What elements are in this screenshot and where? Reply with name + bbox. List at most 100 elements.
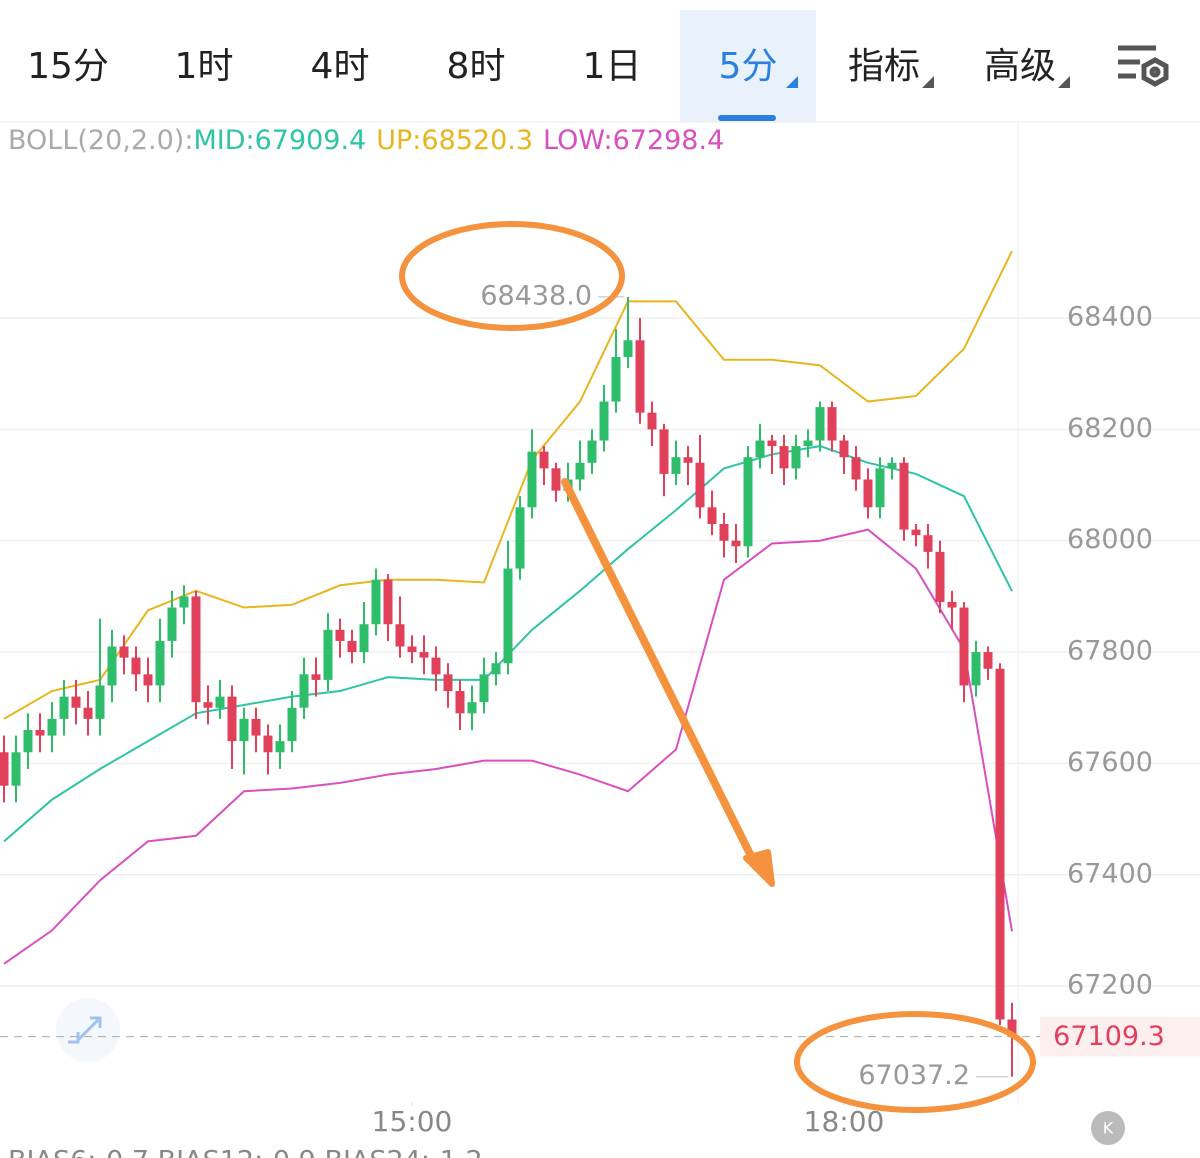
candle-body [1007,1019,1017,1037]
candle-body [179,596,189,608]
candle-body [83,707,93,719]
highlight-circle [399,221,625,331]
candle-body [395,624,405,647]
candle-body [719,524,729,541]
candle-body [587,440,597,463]
candle-body [899,462,909,530]
y-tick-label: 67600 [1067,747,1153,778]
candle-body [815,407,825,441]
logo-mark: K [1103,1119,1114,1138]
candle-body [119,646,129,658]
candle-body [887,462,897,469]
candle-body [23,730,33,753]
legend-entry: BOLL(20,2.0): [8,125,193,156]
candle-body [167,607,177,641]
candle-body [767,440,777,447]
candle-body [779,446,789,469]
y-tick-label: 67200 [1067,970,1153,1001]
candle-body [47,718,57,736]
candle-body [851,457,861,480]
candle-body [59,696,69,719]
candle-body [695,462,705,508]
candle-body [803,440,813,447]
active-tab-bg [680,10,816,122]
tab[interactable]: 8时 [447,46,506,87]
candle-body [95,685,105,719]
y-tick-label: 67400 [1067,858,1153,889]
candle-body [923,535,933,552]
candle-body [935,551,945,602]
candle-body [0,752,9,786]
candle-body [107,646,117,686]
candle-body [515,507,525,569]
tab[interactable]: 高级 [984,46,1056,87]
legend-entry: MID:67909.4 [193,125,366,156]
candle-body [239,718,249,742]
candle-body [299,674,309,708]
candle-body [251,718,261,736]
candle-body [863,479,873,508]
tab[interactable]: 指标 [848,46,920,87]
candle-body [35,730,45,736]
candle-body [443,674,453,692]
candle-body [611,357,621,402]
candle-body [635,340,645,413]
low-label: 67037.2 [858,1060,970,1091]
y-tick-label: 68200 [1067,413,1153,444]
candle-body [263,735,273,753]
footer-indicator: BIAS6:-0.7 BIAS12:-0.9 BIAS24:-1.2 [8,1146,483,1158]
candle-body [527,451,537,508]
dropdown-caret [922,76,934,88]
candle-body [479,674,489,703]
candle-body [383,579,393,625]
candle-body [11,752,21,786]
legend-entry: LOW:67298.4 [543,125,724,156]
highlight-circle [794,1011,1036,1113]
candle-body [827,407,837,441]
active-tab-indicator [718,115,776,121]
dropdown-caret [1058,76,1070,88]
tab[interactable]: 4时 [311,46,370,87]
candle-body [467,702,477,714]
candle-body [347,640,357,653]
trend-arrow [561,478,760,870]
candle-body [275,741,285,753]
candle-body [131,657,141,675]
candle-body [731,540,741,547]
tab[interactable]: 15分 [27,46,109,87]
tab[interactable]: 5分 [719,46,778,87]
legend-entry: UP:68520.3 [376,125,533,156]
candle-body [155,640,165,686]
candle-body [335,629,345,641]
candle-body [311,674,321,680]
expand-button[interactable] [56,998,120,1062]
candle-body [983,652,993,669]
candle-body [659,429,669,474]
candle-body [287,707,297,742]
candle-body [323,629,333,680]
candle-body [839,440,849,458]
candle-body [359,624,369,653]
candle-body [707,507,717,525]
settings-icon[interactable] [1118,45,1169,87]
last-price-label: 67109.3 [1053,1021,1165,1052]
indicator-legend: BOLL(20,2.0):MID:67909.4 UP:68520.3 LOW:67… [8,125,724,156]
logo-button[interactable] [1091,1111,1125,1145]
candle-body [203,702,213,708]
candle-body [551,468,561,491]
y-tick-label: 68400 [1067,302,1153,333]
dropdown-caret [786,76,798,88]
y-tick-label: 67800 [1067,636,1153,667]
candle-body [491,663,501,675]
candle-body [431,657,441,675]
candle-body [227,696,237,742]
candle-body [959,607,969,686]
x-tick-label: 15:00 [372,1105,453,1138]
high-label: 68438.0 [480,280,592,311]
candle-body [539,451,549,469]
tab[interactable]: 1日 [583,46,642,87]
tab[interactable]: 1时 [175,46,234,87]
candle-body [743,457,753,547]
